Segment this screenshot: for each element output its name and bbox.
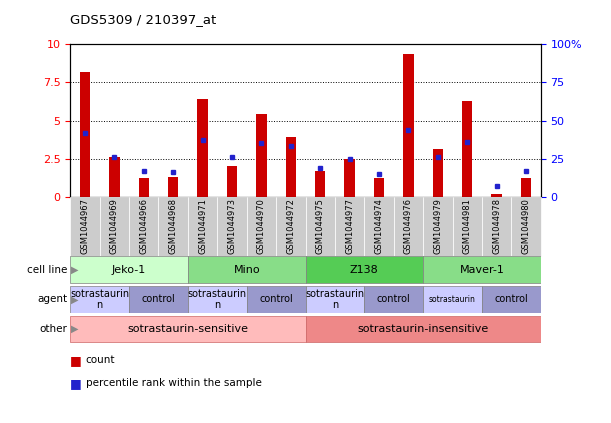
Bar [482, 286, 541, 313]
Bar [188, 197, 218, 256]
Text: ▶: ▶ [71, 294, 78, 305]
Text: sotrastaurin
n: sotrastaurin n [188, 288, 247, 310]
Text: sotrastaurin-sensitive: sotrastaurin-sensitive [127, 324, 249, 334]
Bar [109, 157, 120, 197]
Text: GSM1044979: GSM1044979 [433, 198, 442, 254]
Text: sotrastaurin-insensitive: sotrastaurin-insensitive [357, 324, 489, 334]
Bar [188, 256, 306, 283]
Text: ▶: ▶ [71, 324, 78, 334]
Bar [433, 149, 443, 197]
Bar [491, 194, 502, 197]
Bar [129, 286, 188, 313]
Bar [218, 197, 247, 256]
Bar [306, 286, 364, 313]
Text: sotrastaurin: sotrastaurin [429, 295, 476, 304]
Text: GSM1044969: GSM1044969 [110, 198, 119, 254]
Bar [286, 137, 296, 197]
Text: Jeko-1: Jeko-1 [112, 265, 146, 275]
Bar [80, 72, 90, 197]
Bar [364, 197, 393, 256]
Bar [423, 197, 453, 256]
Bar [423, 256, 541, 283]
Text: count: count [86, 355, 115, 365]
Bar [139, 179, 149, 197]
Bar [335, 197, 364, 256]
Bar [306, 197, 335, 256]
Text: GSM1044968: GSM1044968 [169, 198, 178, 254]
Bar [129, 197, 158, 256]
Text: GSM1044978: GSM1044978 [492, 198, 501, 254]
Text: GSM1044966: GSM1044966 [139, 198, 148, 254]
Bar [197, 99, 208, 197]
Text: GSM1044975: GSM1044975 [316, 198, 324, 254]
Bar [168, 177, 178, 197]
Bar [247, 197, 276, 256]
Bar [276, 197, 306, 256]
Bar [423, 286, 482, 313]
Text: GSM1044970: GSM1044970 [257, 198, 266, 254]
Text: sotrastaurin
n: sotrastaurin n [70, 288, 130, 310]
Bar [188, 286, 247, 313]
Text: Z138: Z138 [350, 265, 379, 275]
Bar [70, 256, 188, 283]
Text: control: control [377, 294, 411, 305]
Bar [462, 101, 472, 197]
Bar [70, 197, 100, 256]
Bar [521, 179, 531, 197]
Text: percentile rank within the sample: percentile rank within the sample [86, 378, 262, 388]
Bar [393, 197, 423, 256]
Bar [364, 286, 423, 313]
Text: GSM1044971: GSM1044971 [198, 198, 207, 254]
Bar [453, 197, 482, 256]
Bar [374, 179, 384, 197]
Text: GSM1044972: GSM1044972 [287, 198, 295, 254]
Text: GSM1044973: GSM1044973 [227, 198, 236, 254]
Text: GSM1044967: GSM1044967 [81, 198, 89, 254]
Text: agent: agent [37, 294, 67, 305]
Text: ■: ■ [70, 354, 82, 367]
Bar [482, 197, 511, 256]
Text: sotrastaurin
n: sotrastaurin n [306, 288, 365, 310]
Bar [306, 256, 423, 283]
Bar [158, 197, 188, 256]
Bar [345, 159, 355, 197]
Text: GSM1044980: GSM1044980 [522, 198, 530, 254]
Text: GSM1044977: GSM1044977 [345, 198, 354, 254]
Bar [70, 316, 306, 343]
Text: Maver-1: Maver-1 [459, 265, 504, 275]
Text: control: control [259, 294, 293, 305]
Text: GSM1044981: GSM1044981 [463, 198, 472, 254]
Bar [306, 316, 541, 343]
Bar [227, 166, 237, 197]
Bar [511, 197, 541, 256]
Text: GSM1044974: GSM1044974 [375, 198, 384, 254]
Text: ▶: ▶ [71, 265, 78, 275]
Bar [256, 115, 266, 197]
Bar [100, 197, 129, 256]
Text: control: control [494, 294, 528, 305]
Text: control: control [142, 294, 175, 305]
Bar [70, 286, 129, 313]
Text: Mino: Mino [233, 265, 260, 275]
Text: cell line: cell line [27, 265, 67, 275]
Text: ■: ■ [70, 377, 82, 390]
Bar [403, 54, 414, 197]
Text: other: other [39, 324, 67, 334]
Text: GSM1044976: GSM1044976 [404, 198, 413, 254]
Bar [315, 171, 325, 197]
Bar [247, 286, 306, 313]
Text: GDS5309 / 210397_at: GDS5309 / 210397_at [70, 13, 216, 26]
